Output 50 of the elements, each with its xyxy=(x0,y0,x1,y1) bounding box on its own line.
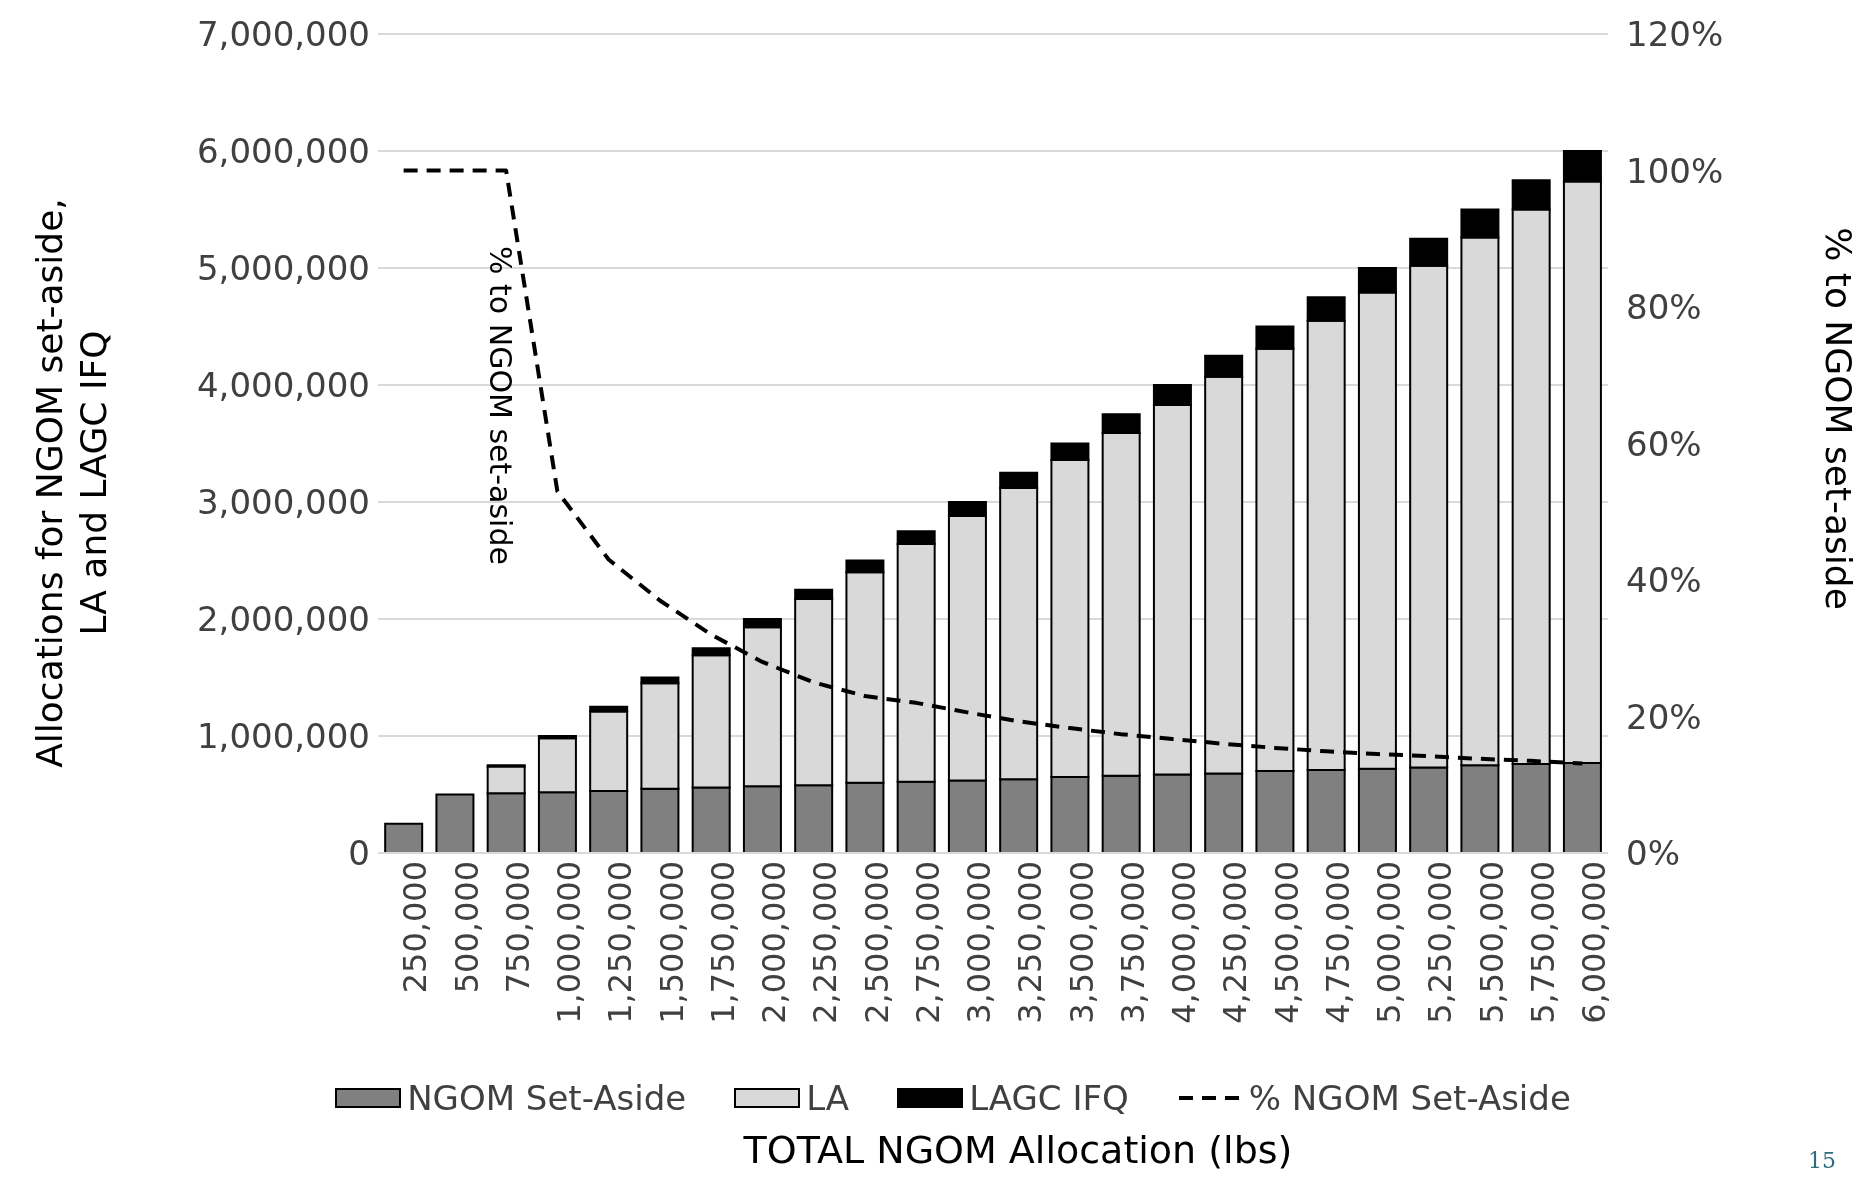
bar xyxy=(435,793,475,853)
y-tick-label: 5,000,000 xyxy=(196,248,370,289)
legend-label: NGOM Set-Aside xyxy=(407,1078,687,1118)
y2-tick-label: 0% xyxy=(1626,833,1680,874)
x-tick-label: 6,000,000 xyxy=(1575,861,1614,1024)
x-tick-label: 1,500,000 xyxy=(652,861,691,1024)
y2-tick-label: 80% xyxy=(1626,287,1702,328)
bar xyxy=(384,822,424,853)
text: 15 xyxy=(1808,1148,1836,1173)
y2-tick-label: 20% xyxy=(1626,696,1702,737)
y-tick-label: 1,000,000 xyxy=(196,716,370,757)
x-tick-label: 500,000 xyxy=(447,861,486,994)
x-tick-label: 2,000,000 xyxy=(755,861,794,1024)
x-tick-label: 1,250,000 xyxy=(601,861,640,1024)
annotation: % to NGOM set-aside xyxy=(482,245,518,567)
y-axis-title: Allocations for NGOM set-aside, LA and LAGC IFQ xyxy=(28,197,115,770)
y-tick-label: 0 xyxy=(348,833,370,874)
x-tick-label: 3,250,000 xyxy=(1011,861,1050,1024)
y2-tick-label: 120% xyxy=(1626,14,1724,55)
y-tick-label: 2,000,000 xyxy=(196,599,370,640)
y-tick-label: 7,000,000 xyxy=(196,14,370,55)
legend-label: LAGC IFQ xyxy=(969,1078,1129,1118)
x-tick-label: 1,750,000 xyxy=(703,861,742,1024)
x-tick-label: 2,750,000 xyxy=(908,861,947,1024)
y2-tick-label: 40% xyxy=(1626,560,1702,601)
x-tick-label: 5,750,000 xyxy=(1523,861,1562,1024)
x-tick-label: 3,500,000 xyxy=(1062,861,1101,1024)
x-tick-label: 5,500,000 xyxy=(1472,861,1511,1024)
y-tick-label: 3,000,000 xyxy=(196,482,370,523)
y2-axis-title: % to NGOM set-aside xyxy=(1817,226,1859,612)
x-axis-title: TOTAL NGOM Allocation (lbs) xyxy=(742,1128,1294,1172)
x-tick-label: 4,250,000 xyxy=(1216,861,1255,1024)
x-tick-label: 1,000,000 xyxy=(550,861,589,1024)
y-tick-label: 4,000,000 xyxy=(196,365,370,406)
x-tick-label: 750,000 xyxy=(498,861,537,994)
x-tick-label: 4,500,000 xyxy=(1267,861,1306,1024)
x-tick-label: 3,000,000 xyxy=(960,861,999,1024)
x-tick-label: 4,750,000 xyxy=(1318,861,1357,1024)
x-tick-label: 5,250,000 xyxy=(1421,861,1460,1024)
legend-label: LA xyxy=(806,1078,850,1118)
x-tick-label: 5,000,000 xyxy=(1370,861,1409,1024)
x-tick-label: 3,750,000 xyxy=(1113,861,1152,1024)
x-tick-label: 2,250,000 xyxy=(806,861,845,1024)
x-tick-label: 2,500,000 xyxy=(857,861,896,1024)
legend-label: % NGOM Set-Aside xyxy=(1248,1078,1571,1118)
y-tick-label: 6,000,000 xyxy=(196,131,370,172)
x-tick-label: 4,000,000 xyxy=(1165,861,1204,1024)
y2-tick-label: 60% xyxy=(1626,423,1702,464)
x-tick-label: 250,000 xyxy=(396,861,435,994)
y2-tick-label: 100% xyxy=(1626,150,1724,191)
